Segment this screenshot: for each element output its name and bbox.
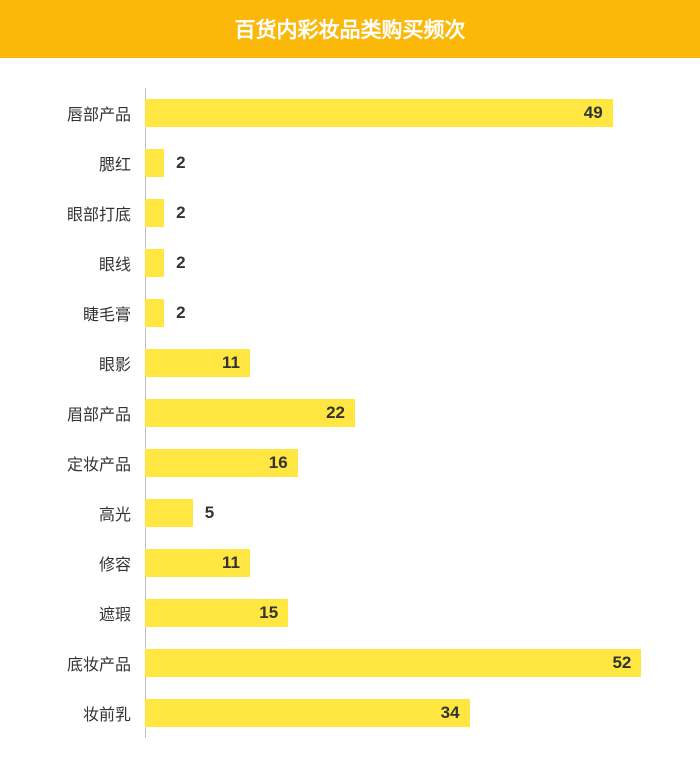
value-label: 11 <box>214 353 250 373</box>
value-label: 2 <box>168 253 195 273</box>
value-label: 52 <box>604 653 641 673</box>
value-label: 2 <box>168 203 195 223</box>
bar: 34 <box>145 699 470 727</box>
bar <box>145 299 164 327</box>
category-label: 定妆产品 <box>30 451 145 475</box>
bar: 11 <box>145 349 250 377</box>
category-label: 眉部产品 <box>30 401 145 425</box>
bar-track: 16 <box>145 438 670 488</box>
category-label: 眼线 <box>30 251 145 275</box>
chart-header: 百货内彩妆品类购买频次 <box>0 0 700 58</box>
bar-track: 5 <box>145 488 670 538</box>
bar: 15 <box>145 599 288 627</box>
chart-row: 修容 11 <box>30 538 670 588</box>
bar-track: 2 <box>145 238 670 288</box>
chart-row: 定妆产品 16 <box>30 438 670 488</box>
category-label: 底妆产品 <box>30 651 145 675</box>
bar-track: 15 <box>145 588 670 638</box>
value-label: 2 <box>168 303 195 323</box>
chart-row: 妆前乳 34 <box>30 688 670 738</box>
value-label: 34 <box>433 703 470 723</box>
bar <box>145 199 164 227</box>
bar <box>145 249 164 277</box>
chart-row: 唇部产品 49 <box>30 88 670 138</box>
chart-row: 高光 5 <box>30 488 670 538</box>
category-label: 腮红 <box>30 151 145 175</box>
bar: 11 <box>145 549 250 577</box>
chart-row: 眼部打底 2 <box>30 188 670 238</box>
bar-track: 49 <box>145 88 670 138</box>
bar: 49 <box>145 99 613 127</box>
category-label: 眼影 <box>30 351 145 375</box>
bar-track: 11 <box>145 538 670 588</box>
bar-track: 2 <box>145 288 670 338</box>
category-label: 眼部打底 <box>30 201 145 225</box>
chart-rows: 唇部产品 49 腮红 2 眼部打底 2 眼线 2 睫毛膏 2 眼影 11 眉部产品 22 定妆产品 16 高光 5… <box>30 88 670 738</box>
value-label: 15 <box>251 603 288 623</box>
chart-title: 百货内彩妆品类购买频次 <box>235 14 466 44</box>
value-label: 16 <box>261 453 298 473</box>
bar: 22 <box>145 399 355 427</box>
chart-row: 底妆产品 52 <box>30 638 670 688</box>
bar: 16 <box>145 449 298 477</box>
category-label: 睫毛膏 <box>30 301 145 325</box>
category-label: 修容 <box>30 551 145 575</box>
bar: 52 <box>145 649 641 677</box>
bar-track: 2 <box>145 188 670 238</box>
bar-track: 34 <box>145 688 670 738</box>
category-label: 遮瑕 <box>30 601 145 625</box>
value-label: 11 <box>214 553 250 573</box>
bar <box>145 149 164 177</box>
chart-row: 遮瑕 15 <box>30 588 670 638</box>
bar-track: 11 <box>145 338 670 388</box>
chart-row: 眉部产品 22 <box>30 388 670 438</box>
chart-row: 眼影 11 <box>30 338 670 388</box>
category-label: 妆前乳 <box>30 701 145 725</box>
bar <box>145 499 193 527</box>
chart-area: 唇部产品 49 腮红 2 眼部打底 2 眼线 2 睫毛膏 2 眼影 11 眉部产品 22 定妆产品 16 高光 5… <box>0 58 700 758</box>
chart-row: 眼线 2 <box>30 238 670 288</box>
bar-track: 52 <box>145 638 670 688</box>
category-label: 高光 <box>30 501 145 525</box>
chart-row: 睫毛膏 2 <box>30 288 670 338</box>
category-label: 唇部产品 <box>30 101 145 125</box>
bar-track: 2 <box>145 138 670 188</box>
value-label: 5 <box>197 503 224 523</box>
chart-row: 腮红 2 <box>30 138 670 188</box>
value-label: 22 <box>318 403 355 423</box>
bar-track: 22 <box>145 388 670 438</box>
value-label: 2 <box>168 153 195 173</box>
value-label: 49 <box>576 103 613 123</box>
